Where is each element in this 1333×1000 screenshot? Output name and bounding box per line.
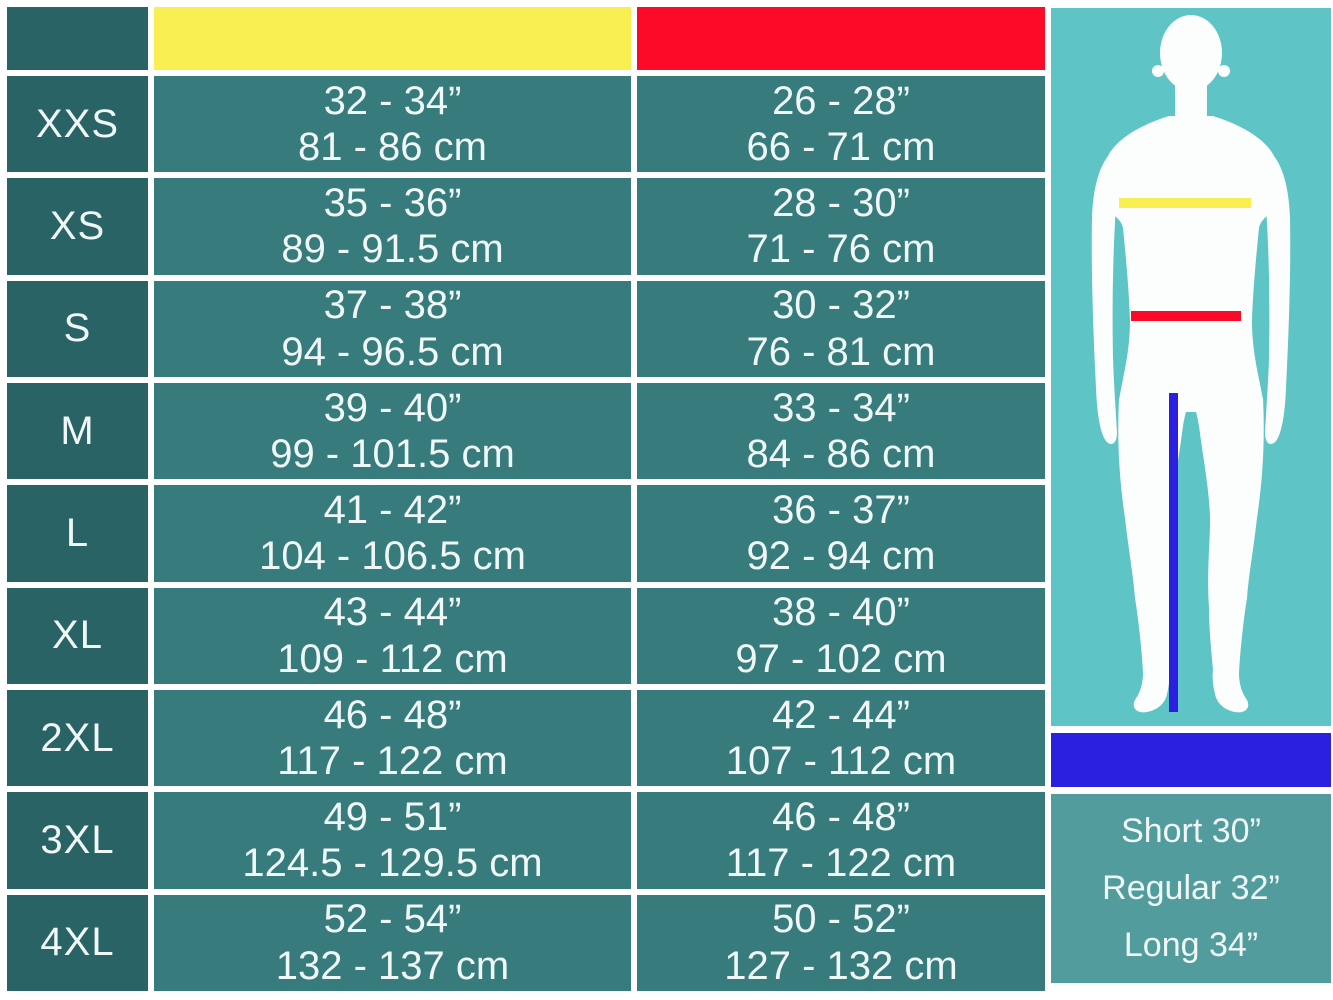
- inches-value: 46 - 48”: [772, 795, 910, 840]
- inches-value: 37 - 38”: [323, 283, 462, 328]
- cm-value: 76 - 81 cm: [746, 329, 936, 374]
- size-row-label: XXS: [7, 76, 148, 173]
- chest-cell: 41 - 42” 104 - 106.5 cm: [154, 485, 631, 582]
- inches-value: 52 - 54”: [323, 897, 462, 942]
- size-row-label: L: [7, 485, 148, 582]
- size-row-label: 4XL: [7, 894, 148, 991]
- inseam-short-label: Short 30”: [1121, 812, 1261, 850]
- cm-value: 109 - 112 cm: [277, 636, 508, 681]
- human-silhouette-icon: [1091, 15, 1291, 713]
- waist-cell: 50 - 52” 127 - 132 cm: [637, 894, 1045, 991]
- inches-value: 41 - 42”: [323, 488, 462, 533]
- waist-cell: 46 - 48” 117 - 122 cm: [637, 792, 1045, 889]
- inches-value: 46 - 48”: [323, 692, 462, 737]
- cm-value: 127 - 132 cm: [724, 943, 958, 988]
- cm-value: 89 - 91.5 cm: [281, 227, 504, 272]
- size-row-label: S: [7, 280, 148, 377]
- waist-cell: 42 - 44” 107 - 112 cm: [637, 690, 1045, 787]
- chest-cell: 43 - 44” 109 - 112 cm: [154, 587, 631, 684]
- inches-value: 35 - 36”: [323, 181, 462, 226]
- inches-value: 36 - 37”: [772, 488, 910, 533]
- cm-value: 124.5 - 129.5 cm: [242, 841, 543, 886]
- waist-cell: 33 - 34” 84 - 86 cm: [637, 383, 1045, 480]
- cm-value: 132 - 137 cm: [275, 943, 510, 988]
- cm-value: 117 - 122 cm: [725, 841, 957, 886]
- cm-value: 104 - 106.5 cm: [259, 534, 526, 579]
- chest-cell: 52 - 54” 132 - 137 cm: [154, 894, 631, 991]
- chest-header-swatch: [154, 7, 631, 70]
- body-measurement-diagram: [1051, 8, 1331, 726]
- inches-value: 39 - 40”: [323, 385, 462, 430]
- header-corner-cell: [7, 7, 148, 70]
- chest-cell: 37 - 38” 94 - 96.5 cm: [154, 280, 631, 377]
- inches-value: 33 - 34”: [772, 385, 910, 430]
- inches-value: 49 - 51”: [323, 795, 462, 840]
- size-row-label: 3XL: [7, 792, 148, 889]
- size-row-label: M: [7, 383, 148, 480]
- cm-value: 107 - 112 cm: [725, 739, 957, 784]
- chest-cell: 39 - 40” 99 - 101.5 cm: [154, 383, 631, 480]
- cm-value: 97 - 102 cm: [735, 636, 947, 681]
- chest-cell: 32 - 34” 81 - 86 cm: [154, 76, 631, 173]
- cm-value: 99 - 101.5 cm: [270, 432, 515, 477]
- cm-value: 71 - 76 cm: [746, 227, 936, 272]
- inseam-regular-label: Regular 32”: [1102, 869, 1280, 907]
- waist-measure-line: [1131, 311, 1241, 321]
- inseam-long-label: Long 34”: [1123, 926, 1259, 964]
- chest-measure-line: [1119, 198, 1251, 208]
- inches-value: 32 - 34”: [323, 78, 462, 123]
- size-row-label: 2XL: [7, 690, 148, 787]
- chest-cell: 46 - 48” 117 - 122 cm: [154, 690, 631, 787]
- waist-cell: 30 - 32” 76 - 81 cm: [637, 280, 1045, 377]
- cm-value: 117 - 122 cm: [277, 739, 508, 784]
- waist-header-swatch: [637, 7, 1045, 70]
- chest-cell: 35 - 36” 89 - 91.5 cm: [154, 178, 631, 275]
- inches-value: 38 - 40”: [772, 590, 910, 635]
- size-row-label: XL: [7, 587, 148, 684]
- inches-value: 50 - 52”: [772, 897, 910, 942]
- waist-cell: 36 - 37” 92 - 94 cm: [637, 485, 1045, 582]
- inches-value: 26 - 28”: [772, 78, 910, 123]
- inseam-lengths-panel: Short 30” Regular 32” Long 34”: [1051, 794, 1331, 983]
- cm-value: 84 - 86 cm: [746, 432, 936, 477]
- size-row-label: XS: [7, 178, 148, 275]
- waist-cell: 38 - 40” 97 - 102 cm: [637, 587, 1045, 684]
- waist-cell: 28 - 30” 71 - 76 cm: [637, 178, 1045, 275]
- inseam-measure-line: [1169, 393, 1178, 712]
- inches-value: 42 - 44”: [772, 692, 910, 737]
- inseam-key-bar: [1051, 733, 1331, 787]
- cm-value: 66 - 71 cm: [746, 125, 936, 170]
- inches-value: 30 - 32”: [772, 283, 910, 328]
- inches-value: 28 - 30”: [772, 181, 910, 226]
- inches-value: 43 - 44”: [323, 590, 462, 635]
- size-chart-table: XXS 32 - 34” 81 - 86 cm 26 - 28” 66 - 71…: [7, 7, 1045, 991]
- cm-value: 92 - 94 cm: [746, 534, 936, 579]
- chest-cell: 49 - 51” 124.5 - 129.5 cm: [154, 792, 631, 889]
- cm-value: 81 - 86 cm: [298, 125, 487, 170]
- waist-cell: 26 - 28” 66 - 71 cm: [637, 76, 1045, 173]
- cm-value: 94 - 96.5 cm: [281, 329, 504, 374]
